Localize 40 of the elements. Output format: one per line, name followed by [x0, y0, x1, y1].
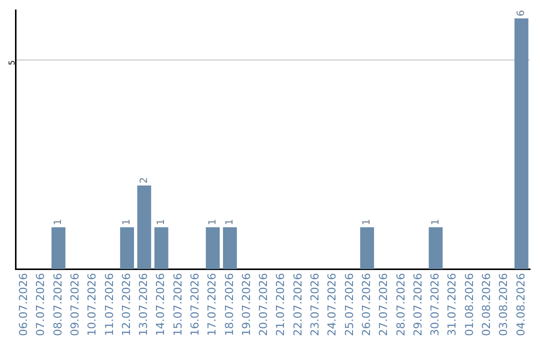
x-tick-label: 09.07.2026	[68, 273, 82, 336]
data-label: 1	[122, 218, 133, 226]
x-tick-label: 08.07.2026	[51, 273, 64, 336]
x-tick-label: 10.07.2026	[86, 273, 99, 336]
data-label: 2	[138, 177, 150, 184]
x-tick-label: 06.07.2026	[17, 273, 30, 336]
x-tick-label: 30.07.2026	[428, 273, 442, 336]
data-label: 1	[362, 218, 373, 226]
x-tick-label: 02.08.2026	[480, 273, 493, 336]
x-tick-label: 16.07.2026	[188, 273, 202, 336]
data-label: 1	[430, 218, 442, 226]
x-tick-label: 03.08.2026	[497, 273, 510, 336]
x-tick-label: 26.07.2026	[360, 273, 373, 336]
data-label: 6	[516, 10, 528, 16]
data-label: 1	[207, 218, 218, 226]
x-tick-label: 23.07.2026	[308, 273, 322, 336]
x-tick-label: 13.07.2026	[137, 273, 150, 336]
x-tick-label: 20.07.2026	[257, 273, 270, 336]
x-tick-label: 18.07.2026	[222, 273, 236, 336]
x-tick-label: 01.08.2026	[462, 273, 476, 336]
x-tick-label: 17.07.2026	[206, 273, 219, 336]
x-tick-label: 27.07.2026	[377, 273, 390, 336]
y-tick-label: 5	[8, 60, 17, 66]
x-tick-label: 07.07.2026	[34, 273, 48, 336]
data-label: 1	[224, 218, 236, 226]
x-tick-label: 28.07.2026	[394, 273, 408, 336]
x-tick-label: 31.07.2026	[446, 273, 459, 336]
x-tick-label: 22.07.2026	[291, 273, 304, 336]
x-tick-label: 14.07.2026	[154, 273, 168, 336]
data-label: 1	[53, 218, 64, 226]
x-tick-label: 21.07.2026	[274, 273, 288, 336]
x-tick-label: 19.07.2026	[240, 273, 253, 336]
x-tick-label: 24.07.2026	[326, 273, 339, 336]
x-tick-label: 25.07.2026	[342, 273, 356, 336]
x-tick-label: 15.07.2026	[171, 273, 184, 336]
x-tick-label: 11.07.2026	[102, 273, 116, 336]
data-label: 1	[156, 218, 167, 226]
x-tick-label: 29.07.2026	[411, 273, 424, 336]
x-tick-label: 04.08.2026	[514, 273, 528, 336]
x-tick-label: 12.07.2026	[120, 273, 133, 336]
